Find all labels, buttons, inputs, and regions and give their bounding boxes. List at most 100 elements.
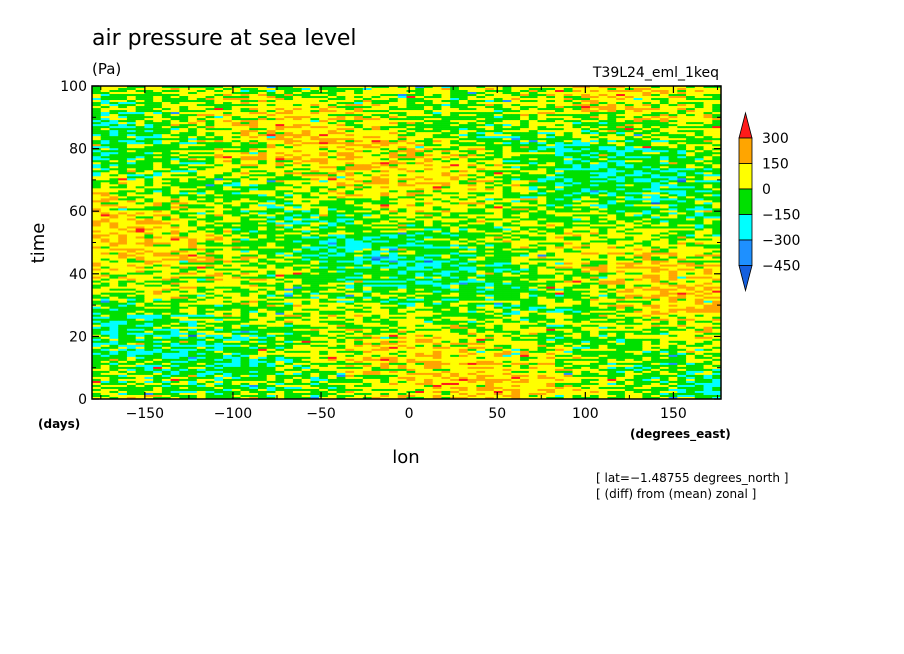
heatmap-cell xyxy=(161,98,172,101)
heatmap-cell xyxy=(310,156,320,159)
heatmap-cell xyxy=(301,136,311,139)
heatmap-cell xyxy=(188,106,198,109)
heatmap-cell xyxy=(624,200,635,203)
heatmap-cell xyxy=(92,162,102,165)
heatmap-cell xyxy=(240,168,250,171)
heatmap-cell xyxy=(179,86,189,89)
heatmap-cell xyxy=(249,92,259,95)
heatmap-cell xyxy=(467,194,477,197)
heatmap-cell xyxy=(633,130,643,133)
heatmap-cell xyxy=(319,130,329,133)
heatmap-cell xyxy=(677,170,687,173)
heatmap-cell xyxy=(266,222,276,225)
heatmap-cell xyxy=(642,98,652,101)
heatmap-cell xyxy=(441,184,451,187)
heatmap-cell xyxy=(537,208,547,211)
heatmap-cell xyxy=(231,118,242,121)
heatmap-cell xyxy=(537,200,547,203)
heatmap-cell xyxy=(668,162,678,165)
heatmap-cell xyxy=(336,104,346,107)
heatmap-cell xyxy=(284,96,294,99)
heatmap-cell xyxy=(502,172,512,175)
heatmap-cell xyxy=(659,134,670,137)
heatmap-cell xyxy=(188,200,198,203)
heatmap-cell xyxy=(703,96,713,99)
heatmap-cell xyxy=(546,112,556,115)
heatmap-cell xyxy=(423,88,434,91)
heatmap-cell xyxy=(231,174,242,177)
heatmap-cell xyxy=(135,200,145,203)
heatmap-cell xyxy=(214,106,224,109)
heatmap-cell xyxy=(607,148,617,151)
heatmap-cell xyxy=(423,156,434,159)
heatmap-cell xyxy=(485,186,495,189)
heatmap-cell xyxy=(450,92,460,95)
heatmap-cell xyxy=(389,180,399,183)
heatmap-cell xyxy=(686,210,696,213)
heatmap-cell xyxy=(345,190,355,193)
heatmap-cell xyxy=(607,194,617,197)
heatmap-cell xyxy=(703,88,713,91)
heatmap-cell xyxy=(266,144,276,147)
heatmap-cell xyxy=(633,210,643,213)
heatmap-cell xyxy=(458,150,469,153)
heatmap-cell xyxy=(284,148,294,151)
heatmap-cell xyxy=(310,210,320,213)
heatmap-cell xyxy=(362,198,373,201)
heatmap-cell xyxy=(275,140,285,143)
heatmap-cell xyxy=(476,192,486,195)
heatmap-cell xyxy=(546,198,556,201)
heatmap-cell xyxy=(257,200,268,203)
heatmap-cell xyxy=(546,142,556,145)
heatmap-cell xyxy=(292,174,303,177)
heatmap-cell xyxy=(502,92,512,95)
heatmap-cell xyxy=(598,102,608,105)
heatmap-cell xyxy=(380,200,390,203)
heatmap-cell xyxy=(266,166,276,169)
heatmap-cell xyxy=(336,182,346,185)
heatmap-cell xyxy=(135,190,145,193)
heatmap-cell xyxy=(179,92,189,95)
heatmap-cell xyxy=(380,180,390,183)
heatmap-cell xyxy=(170,202,180,205)
heatmap-cell xyxy=(415,182,425,185)
heatmap-cell xyxy=(555,124,565,127)
heatmap-cell xyxy=(345,186,355,189)
heatmap-cell xyxy=(694,106,705,109)
heatmap-cell xyxy=(563,194,573,197)
heatmap-cell xyxy=(205,184,215,187)
heatmap-cell xyxy=(458,140,469,143)
heatmap-cell xyxy=(345,168,355,171)
heatmap-cell xyxy=(624,108,635,111)
heatmap-cell xyxy=(100,150,110,153)
heatmap-cell xyxy=(196,110,207,113)
heatmap-cell xyxy=(179,134,189,137)
heatmap-cell xyxy=(223,204,233,207)
heatmap-cell xyxy=(205,94,215,97)
heatmap-cell xyxy=(345,96,355,99)
heatmap-cell xyxy=(389,158,399,161)
heatmap-cell xyxy=(511,108,521,111)
heatmap-cell xyxy=(572,188,582,191)
heatmap-cell xyxy=(441,94,451,97)
heatmap-cell xyxy=(118,102,128,105)
heatmap-cell xyxy=(249,138,259,141)
heatmap-cell xyxy=(214,210,224,213)
heatmap-cell xyxy=(345,198,355,201)
heatmap-cell xyxy=(712,174,722,177)
heatmap-cell xyxy=(423,110,434,113)
heatmap-cell xyxy=(362,180,373,183)
heatmap-cell xyxy=(336,210,346,213)
heatmap-cell xyxy=(555,114,565,117)
heatmap-cell xyxy=(257,124,268,127)
heatmap-cell xyxy=(712,158,722,161)
heatmap-cell xyxy=(284,176,294,179)
heatmap-cell xyxy=(214,216,224,219)
heatmap-cell xyxy=(563,182,573,185)
heatmap-cell xyxy=(144,154,154,157)
heatmap-cell xyxy=(467,186,477,189)
heatmap-cell xyxy=(572,112,582,115)
heatmap-cell xyxy=(240,134,250,137)
heatmap-cell xyxy=(223,214,233,217)
heatmap-cell xyxy=(135,104,145,107)
